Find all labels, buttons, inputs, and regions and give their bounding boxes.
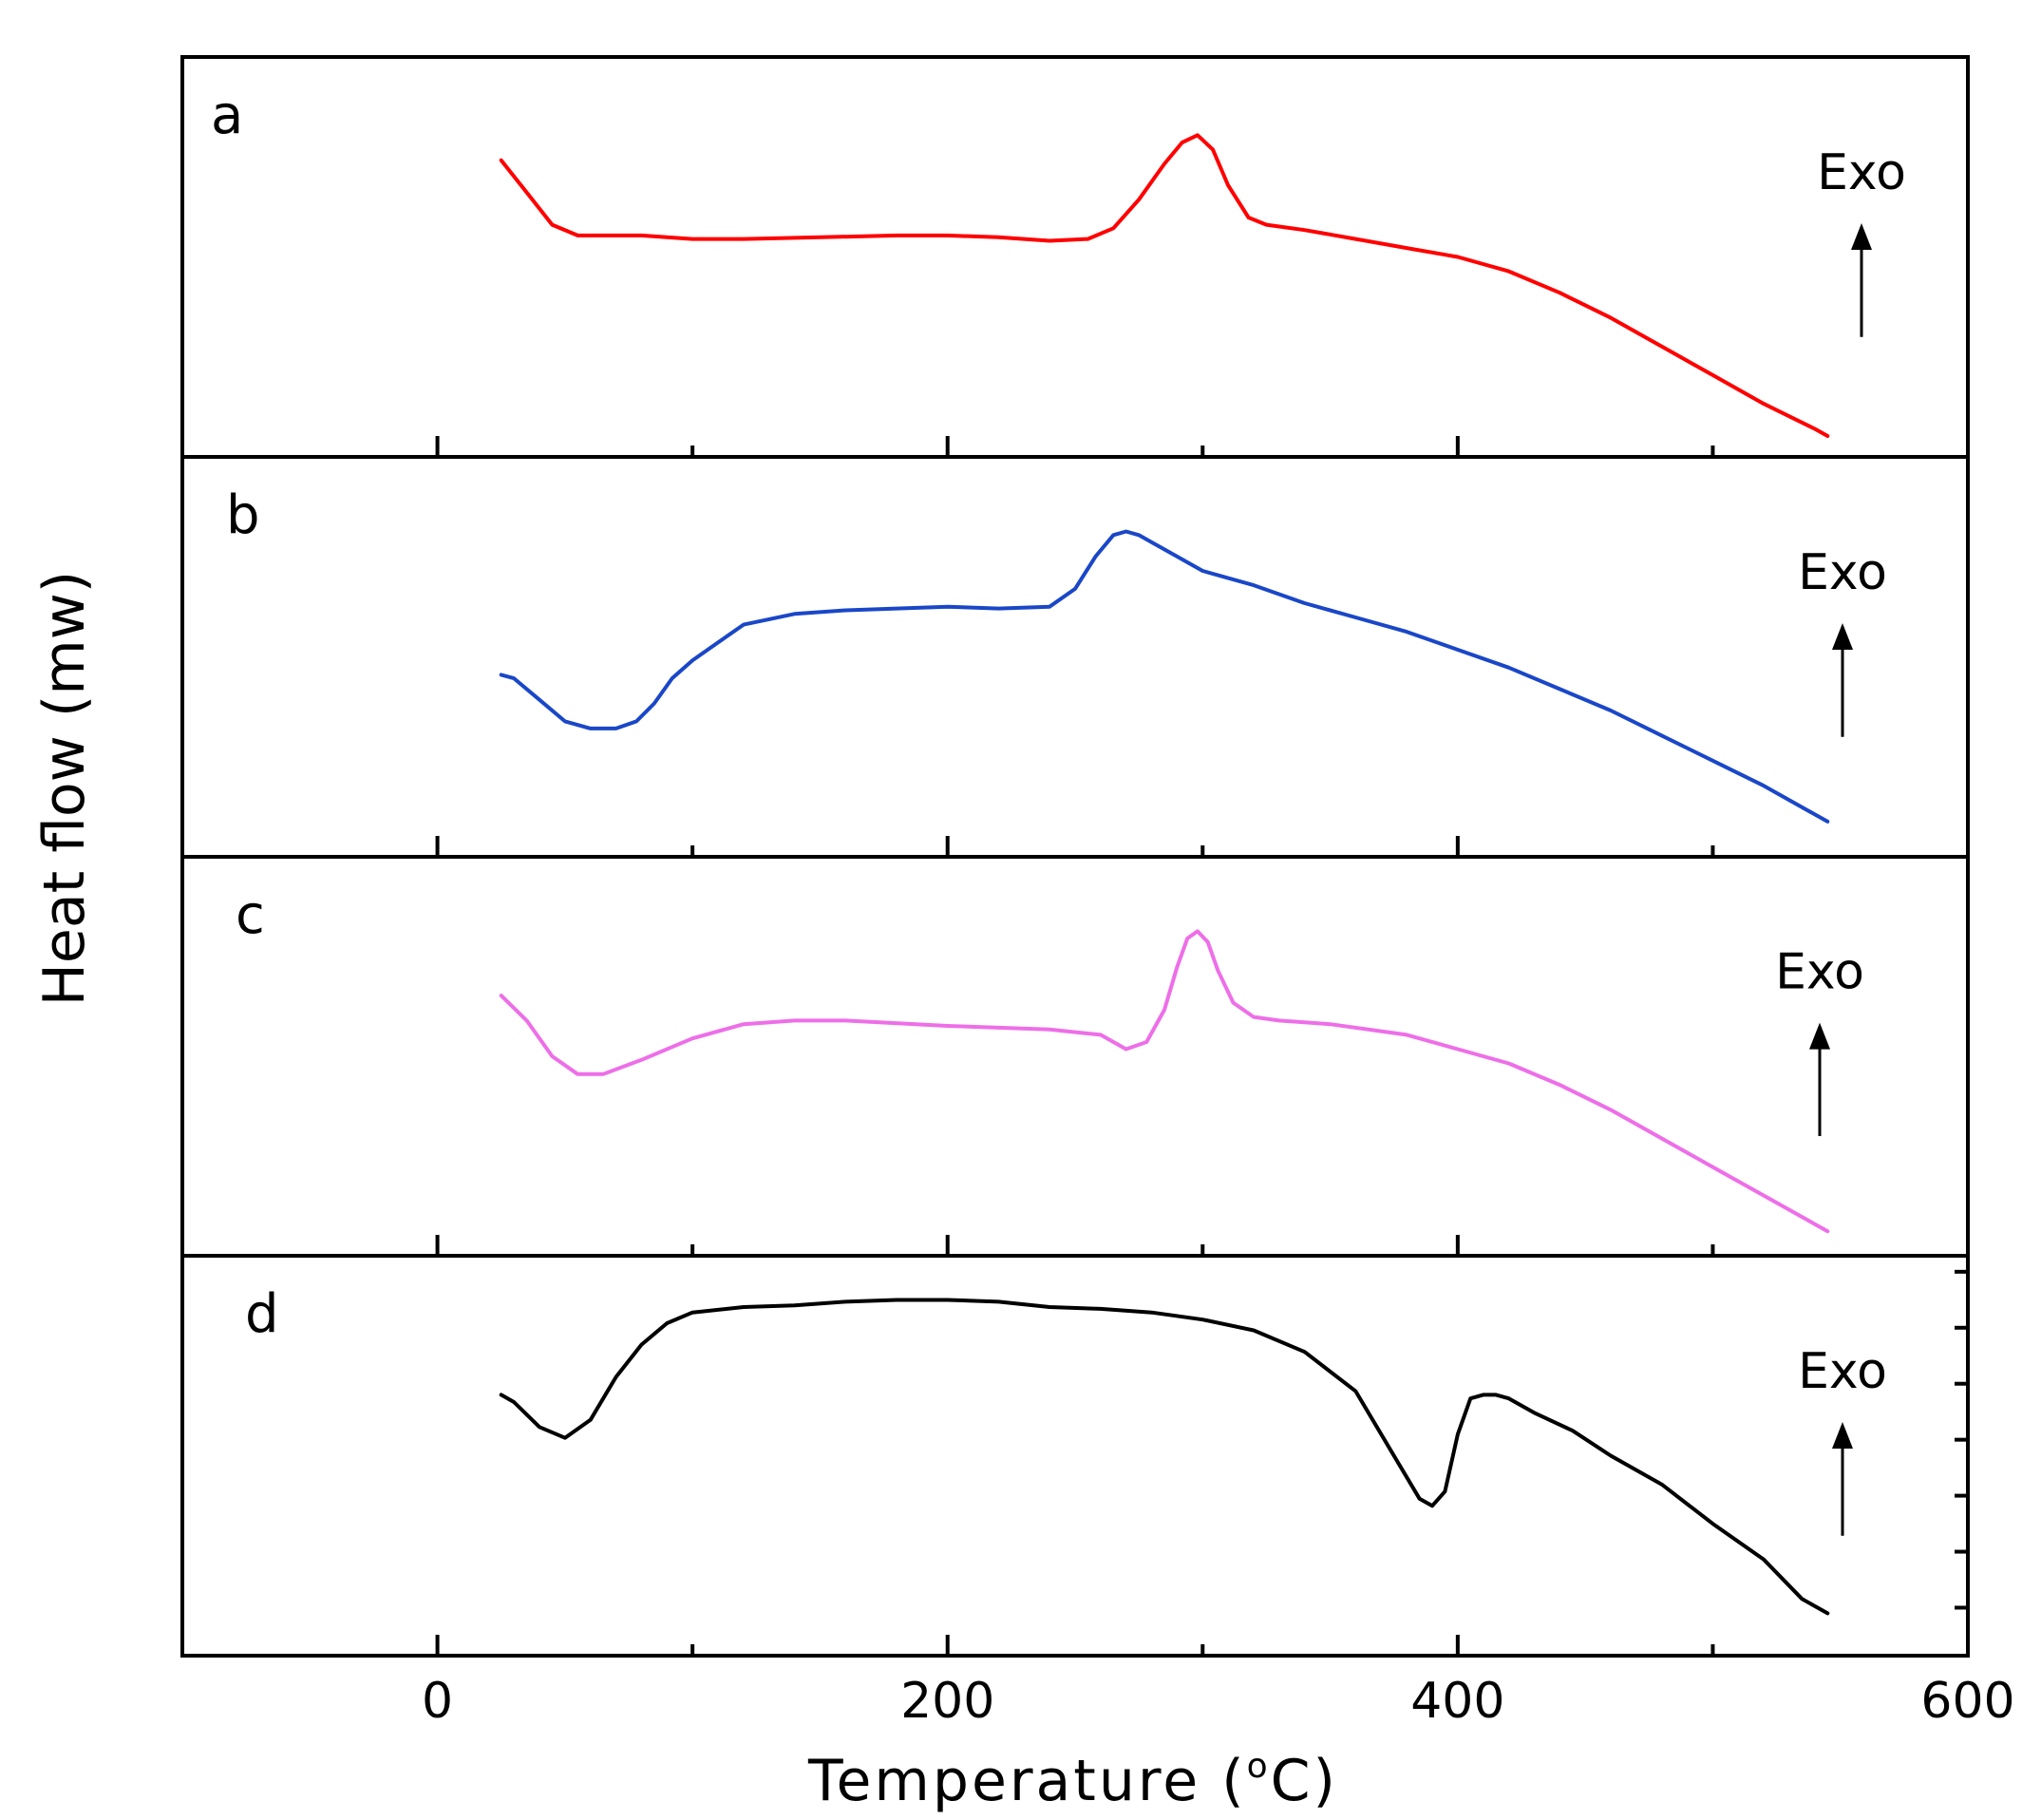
panel-label-c: c [236,884,265,946]
exo-label: Exo [1775,944,1864,1001]
x-axis-title-main: Temperature ( [807,1748,1247,1814]
x-axis-title: Temperature (oC) [807,1747,1338,1814]
panel-label-a: a [211,85,243,146]
x-axis-title-degree: o [1247,1747,1271,1786]
x-tick-label: 200 [900,1673,994,1730]
x-tick-label: 600 [1920,1673,2014,1730]
x-tick-label: 0 [422,1673,453,1730]
x-axis-title-unit: C) [1271,1748,1338,1814]
series-line-b [499,529,1830,824]
arrow-up-icon [1851,223,1872,251]
data-curves [499,133,1830,1616]
arrow-up-icon [1832,623,1853,651]
panel-frames [180,55,1970,1658]
series-line-a [499,133,1830,438]
series-line-d [499,1298,1830,1616]
series-line-c [499,929,1830,1234]
exo-label: Exo [1817,144,1906,201]
y-axis-title: Heat flow (mw) [31,571,98,1006]
arrow-up-icon [1832,1422,1853,1450]
panel-label-b: b [226,484,260,546]
exo-label: Exo [1798,544,1887,601]
axis-ticks [435,436,1968,1656]
x-tick-label: 400 [1410,1673,1504,1730]
exo-label: Exo [1798,1343,1887,1400]
panel-labels: 0 200 400 600 a b c d [211,85,2015,1730]
panel-label-d: d [245,1283,279,1345]
arrow-up-icon [1809,1022,1830,1050]
exo-indicators: Exo Exo Exo Exo [1775,144,1906,1536]
